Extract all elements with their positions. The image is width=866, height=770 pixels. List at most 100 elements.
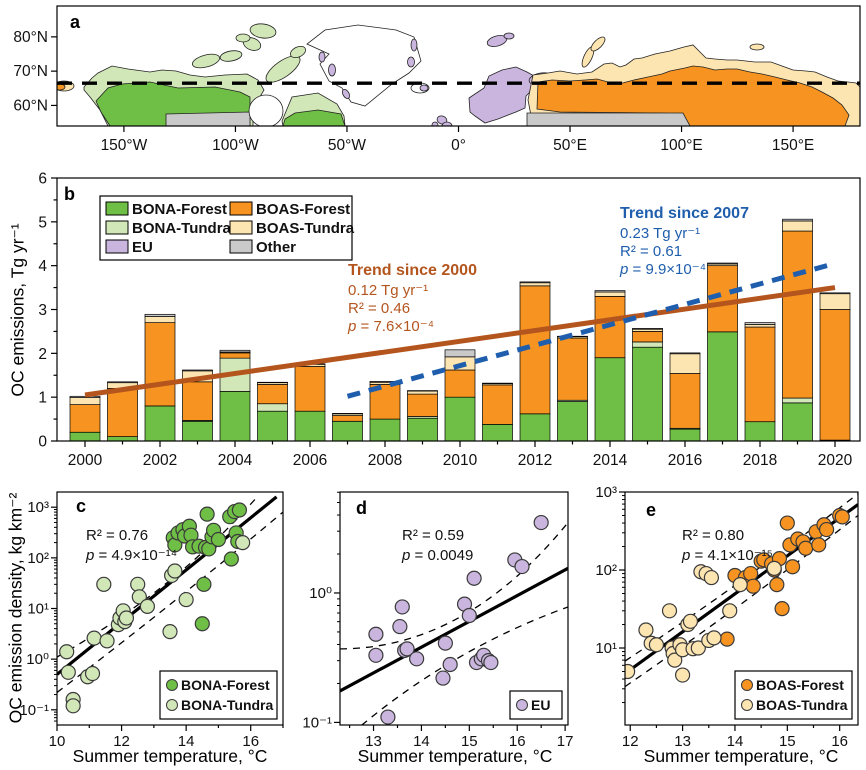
svg-text:15: 15 [461, 733, 478, 750]
data-point-BONA-Tundra [162, 623, 178, 640]
bar-segment-BOAS-Tundra [669, 353, 701, 374]
data-point-BOAS-Forest [811, 537, 827, 553]
bar-segment-Other [782, 218, 813, 222]
legend-label-Other: Other [256, 239, 296, 256]
data-point-BONA-Tundra [65, 698, 81, 714]
bar-segment-BOAS-Tundra [519, 282, 551, 287]
row-cde-y-axis-title: OC emission density, kg km⁻² [5, 492, 26, 724]
svg-text:2004: 2004 [218, 452, 253, 469]
data-point-BONA-Tundra [131, 589, 147, 605]
bar-segment-BOAS-Forest [669, 373, 701, 429]
svg-text:150°E: 150°E [772, 137, 814, 154]
data-point-BOAS-Tundra [625, 663, 636, 680]
svg-text:16: 16 [509, 733, 526, 750]
data-point-EU [399, 641, 415, 657]
map-hudson-bay [248, 94, 284, 126]
panel-e-stats: R² = 0.80 p = 4.1×10⁻¹⁵ [682, 527, 773, 564]
confidence-band [57, 511, 283, 693]
panel-b-y-axis-title: OC emissions, Tg yr⁻¹ [7, 223, 28, 397]
svg-text:13: 13 [365, 733, 382, 750]
svg-text:2002: 2002 [143, 452, 177, 469]
trend-2007-r2: R² = 0.61 [620, 243, 683, 260]
data-point-BONA-Forest [199, 506, 215, 522]
bar-segment-BONA-Forest [219, 391, 251, 442]
svg-text:16: 16 [831, 733, 848, 750]
bar-segment-BONA-Forest [557, 401, 588, 442]
panel-c-legend-box [159, 670, 278, 720]
legend-swatch-BONA-Tundra [105, 220, 129, 235]
data-point-EU [435, 670, 451, 686]
bar-segment-BOAS-Forest [744, 326, 776, 423]
bar-segment-BOAS-Forest [294, 366, 326, 412]
data-point-BOAS-Tundra [732, 576, 748, 593]
panel-d-scatter: 10⁻¹ 10⁰ 13 14 15 16 17 EU [302, 491, 574, 750]
trend-2000-annotation: Trend since 2000 0.12 Tg yr⁻¹ R² = 0.46 … [348, 262, 477, 336]
legend-label-BOAS-Tundra: BOAS-Tundra [756, 697, 848, 713]
data-point-BONA-Tundra [235, 535, 251, 551]
bar-segment-BOAS-Forest [407, 393, 438, 417]
panel-e-scatter: 10¹ 10² 10³ 12 13 14 15 16 BOAS-Forest BOAS-Tundr… [595, 484, 859, 750]
svg-text:10⁻¹: 10⁻¹ [19, 702, 49, 719]
bar-segment-BONA-Tundra [257, 403, 288, 412]
svg-text:17: 17 [557, 733, 574, 750]
fit-line [57, 495, 278, 676]
legend-swatch-BONA-Forest [105, 201, 129, 216]
data-point-EU [483, 654, 499, 671]
svg-text:10: 10 [49, 733, 66, 750]
legend-label-EU: EU [132, 239, 153, 256]
data-point-BOAS-Forest [745, 578, 761, 594]
svg-text:10¹: 10¹ [595, 640, 617, 657]
svg-text:5: 5 [38, 214, 47, 231]
data-point-BOAS-Tundra [667, 652, 683, 668]
data-point-BONA-Forest [210, 531, 227, 548]
svg-text:12: 12 [113, 733, 130, 750]
data-point-BOAS-Tundra [706, 630, 722, 646]
svg-text:2016: 2016 [668, 452, 702, 469]
svg-text:50°E: 50°E [553, 137, 587, 154]
data-point-BOAS-Forest [834, 509, 850, 525]
bar-segment-BONA-Forest [107, 436, 138, 442]
legend-label-BOAS-Forest: BOAS-Forest [256, 201, 350, 218]
data-point-BOAS-Tundra [722, 603, 738, 619]
data-point-BONA-Tundra [59, 644, 75, 660]
data-point-EU [461, 607, 477, 624]
bar-segment-BOAS-Forest [557, 337, 588, 401]
bar-segment-BOAS-Tundra [144, 316, 176, 324]
data-point-BONA-Tundra [96, 576, 112, 592]
svg-text:80°N: 80°N [13, 29, 48, 46]
legend-marker-EU [516, 699, 528, 711]
svg-text:3: 3 [38, 302, 47, 319]
svg-text:2020: 2020 [818, 452, 853, 469]
data-point-EU [380, 709, 396, 725]
legend-swatch-EU [105, 239, 129, 254]
svg-text:2018: 2018 [743, 452, 777, 469]
svg-text:15: 15 [779, 733, 796, 750]
bar-segment-BOAS-Tundra [744, 324, 776, 328]
trend-2007-slope: 0.23 Tg yr⁻¹ [620, 225, 701, 242]
svg-text:10²: 10² [595, 562, 617, 579]
panel-e-label: e [646, 500, 657, 520]
data-point-BONA-Tundra [84, 665, 101, 682]
svg-text:2000: 2000 [68, 452, 103, 469]
bar-segment-BONA-Forest [69, 431, 101, 442]
data-point-BOAS-Tundra [674, 667, 691, 683]
data-point-BONA-Tundra [130, 576, 146, 592]
bar-segment-BOAS-Forest [69, 404, 101, 433]
data-point-BOAS-Tundra [682, 613, 699, 629]
panel-c-label: c [76, 496, 87, 516]
map-region-other-ru [526, 112, 691, 126]
data-point-BOAS-Forest [774, 601, 790, 617]
bar-segment-BOAS-Tundra [69, 397, 101, 405]
svg-text:50°W: 50°W [328, 137, 366, 154]
bar-segment-Other [144, 313, 176, 317]
data-point-BONA-Forest [231, 502, 248, 518]
svg-text:14: 14 [178, 733, 195, 750]
data-point-BOAS-Forest [784, 559, 801, 575]
svg-text:4: 4 [38, 258, 47, 275]
svg-text:2010: 2010 [443, 452, 478, 469]
panel-d-frame [339, 491, 569, 726]
svg-text:16: 16 [242, 733, 259, 750]
data-point-BOAS-Tundra [661, 603, 678, 619]
panel-c-scatter: 10⁻¹ 10⁰ 10¹ 10² 10³ 10 12 14 16 BONA-Forest BONA-… [19, 491, 284, 750]
panel-a-label: a [70, 12, 81, 32]
